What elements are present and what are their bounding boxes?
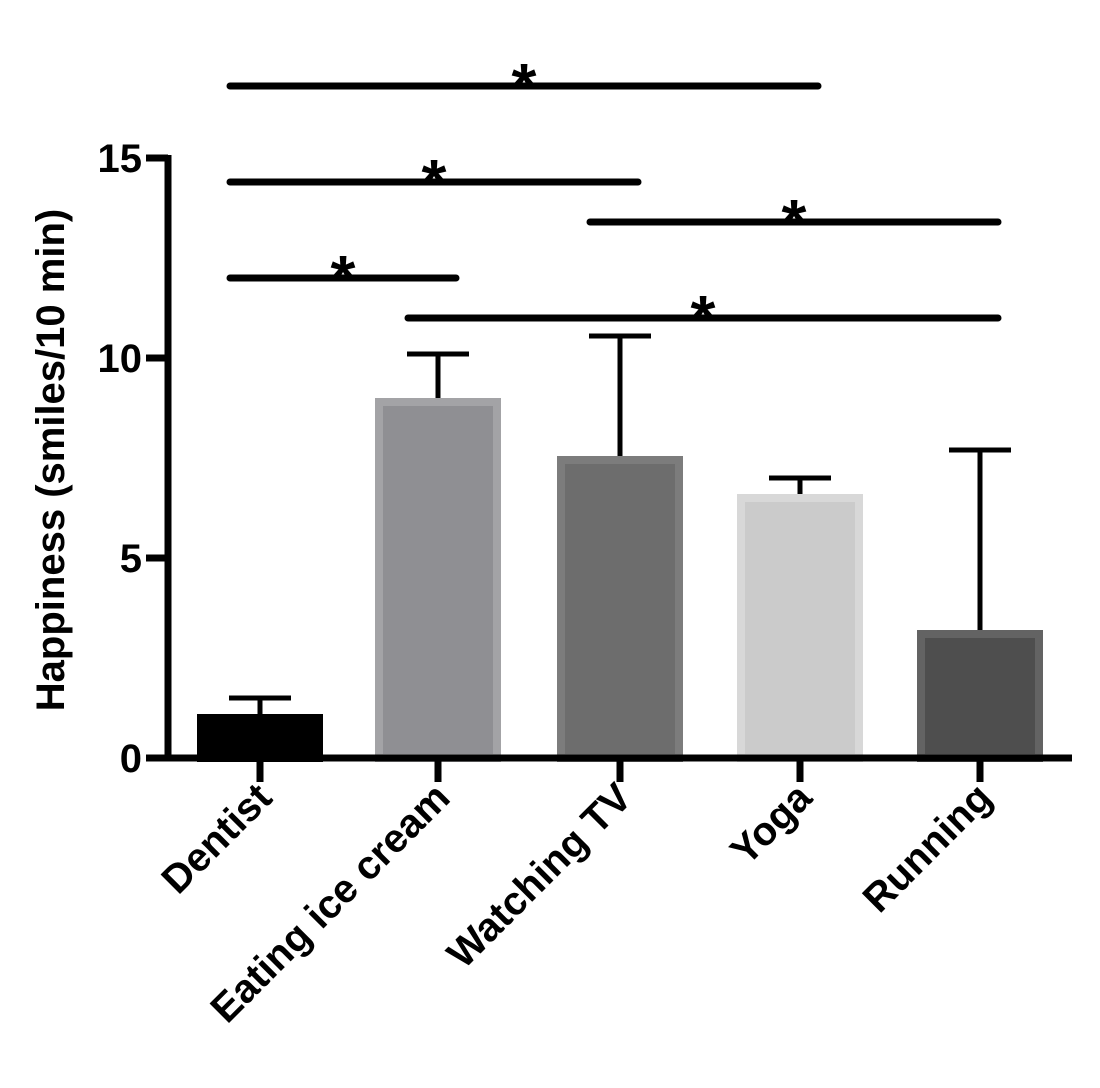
x-tick-label-2: Watching TV bbox=[439, 775, 641, 977]
bar-3 bbox=[737, 494, 863, 762]
x-tick-label-3: Yoga bbox=[722, 775, 821, 874]
significance-star-0: * bbox=[512, 50, 537, 122]
y-axis-label: Happiness (smiles/10 min) bbox=[29, 209, 73, 711]
significance-star-3: * bbox=[331, 242, 356, 314]
bar-0 bbox=[197, 714, 323, 762]
x-tick-label-4: Running bbox=[855, 775, 1001, 921]
bar-2 bbox=[557, 456, 683, 762]
y-tick-label-0: 0 bbox=[120, 737, 142, 781]
bar-1 bbox=[375, 398, 501, 762]
significance-star-4: * bbox=[691, 282, 716, 354]
y-tick-label-2: 10 bbox=[98, 337, 143, 381]
significance-star-2: * bbox=[782, 186, 807, 258]
significance-star-1: * bbox=[422, 146, 447, 218]
x-tick-label-0: Dentist bbox=[153, 775, 280, 902]
y-tick-label-3: 15 bbox=[98, 137, 143, 181]
y-tick-label-1: 5 bbox=[120, 537, 142, 581]
bar-4 bbox=[917, 630, 1043, 762]
